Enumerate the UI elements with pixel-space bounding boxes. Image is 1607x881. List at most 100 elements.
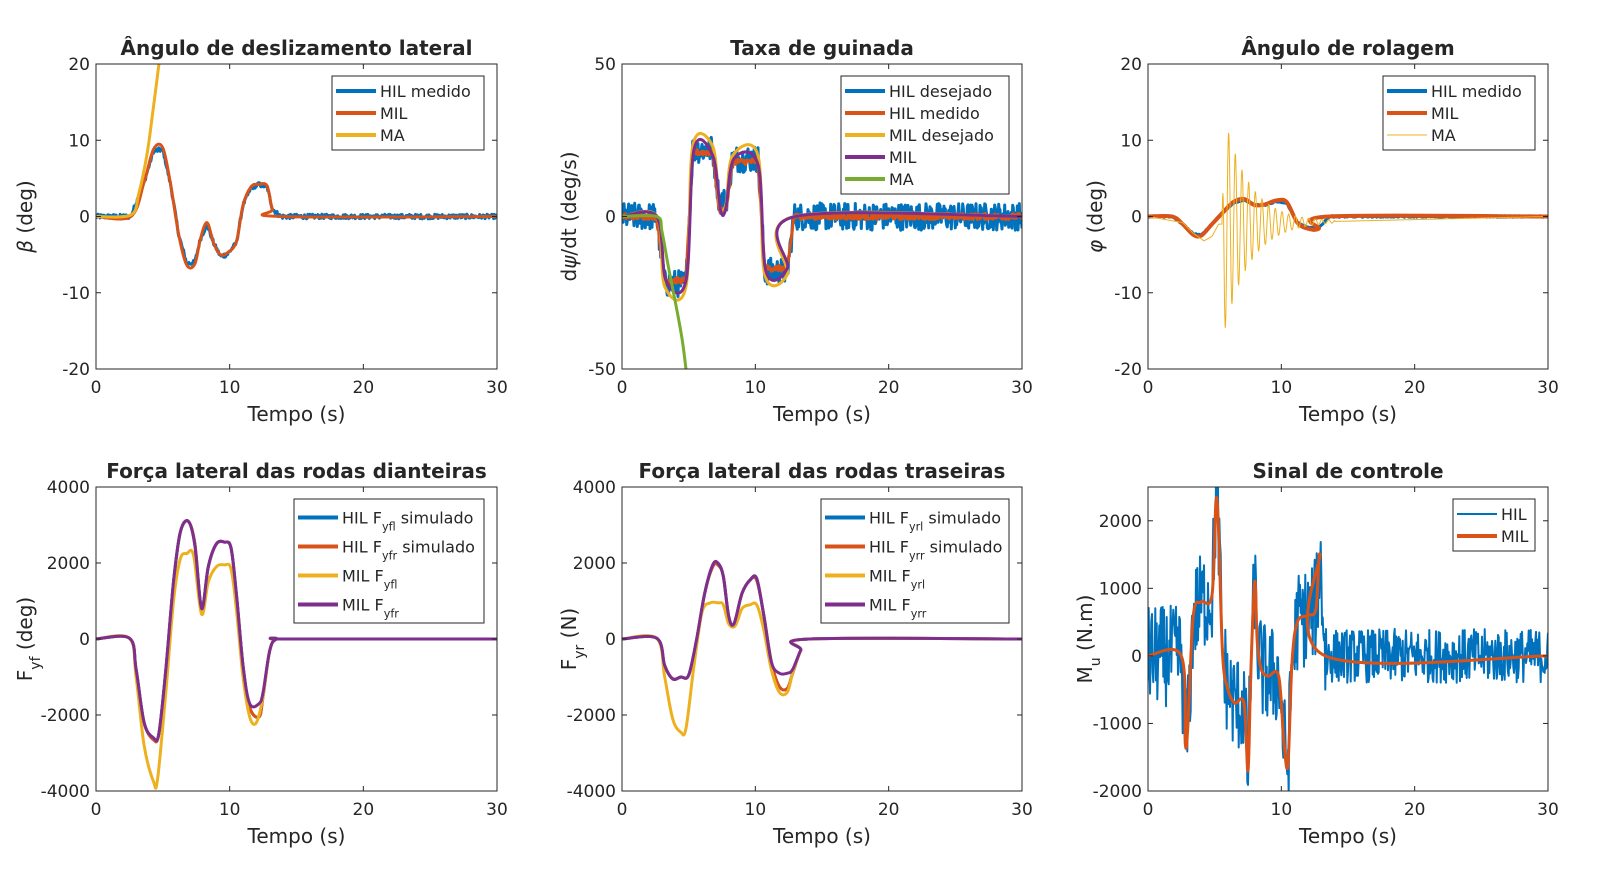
chart-3: 0 10 20 30 -20 -10 0 10 20 Ângulo de rolagem Tempo… — [1083, 36, 1559, 426]
x-tick-label: 20 — [353, 378, 375, 398]
chart-title: Força lateral das rodas traseiras — [639, 459, 1006, 483]
legend-item-mil-fyfl: MIL Fyfl — [298, 567, 397, 592]
legend-item-ma: MA — [336, 126, 405, 145]
y-tick-label: -2000 — [567, 706, 616, 726]
series-line-ma — [96, 64, 161, 219]
x-tick-label: 0 — [617, 378, 628, 398]
legend-item-mil: MIL — [845, 148, 917, 167]
y-tick-label: 10 — [1120, 131, 1142, 151]
series-group — [1148, 132, 1548, 329]
x-tick-label: 30 — [486, 378, 508, 398]
x-tick-label: 0 — [91, 800, 102, 820]
series-group — [622, 132, 1022, 369]
y-tick-label: 2000 — [1099, 512, 1142, 532]
chart-5: 0 10 20 30 -4000 -2000 0 2000 4000 Força lateral … — [557, 459, 1033, 848]
y-tick-label: 0 — [1131, 208, 1142, 228]
series-line-mil — [96, 142, 497, 270]
legend-label: MIL — [1501, 527, 1529, 546]
legend-label: MIL Fyrl — [869, 567, 925, 592]
y-tick-label: -20 — [1114, 360, 1142, 380]
y-tick-label: -10 — [1114, 284, 1142, 304]
chart-title: Ângulo de deslizamento lateral — [121, 36, 473, 60]
x-axis-label: Tempo (s) — [1298, 402, 1397, 426]
y-tick-label: -1000 — [1093, 714, 1142, 734]
legend-label: MIL Fyfl — [342, 567, 397, 592]
legend-item-hil-medido: HIL medido — [336, 82, 471, 101]
x-tick-label: 10 — [745, 378, 767, 398]
series-line-mil-fyrr — [622, 559, 1022, 681]
y-axis-label: Fyr (N) — [557, 608, 588, 671]
legend-item-hil-medido: HIL medido — [845, 104, 980, 123]
x-tick-label: 10 — [219, 800, 241, 820]
legend-item-hil-medido: HIL medido — [1387, 82, 1522, 101]
chart-title: Força lateral das rodas dianteiras — [106, 459, 487, 483]
chart-title: Taxa de guinada — [730, 36, 914, 60]
x-axis-label: Tempo (s) — [772, 402, 871, 426]
chart-6: 0 10 20 30 -2000 -1000 0 1000 2000 Sinal de contr… — [1073, 459, 1559, 848]
x-axis-label: Tempo (s) — [1298, 824, 1397, 848]
y-axis-label: Fyf (deg) — [13, 597, 44, 681]
series-line-ma — [622, 213, 688, 369]
y-tick-label: -20 — [62, 360, 90, 380]
x-tick-label: 20 — [878, 800, 900, 820]
x-tick-label: 10 — [1271, 800, 1293, 820]
x-axis-label: Tempo (s) — [772, 824, 871, 848]
y-tick-label: 10 — [68, 131, 90, 151]
y-tick-label: 0 — [79, 208, 90, 228]
legend-item-hil-fyfr-simulado: HIL Fyfr simulado — [298, 538, 475, 562]
y-axis-label: Mu (N.m) — [1073, 595, 1104, 684]
y-tick-label: 0 — [1131, 647, 1142, 667]
chart-title: Sinal de controle — [1252, 459, 1443, 483]
legend-item-mil-fyfr: MIL Fyfr — [298, 596, 399, 620]
legend-item-hil-desejado: HIL desejado — [845, 82, 992, 101]
legend-label: MA — [380, 126, 405, 145]
series-line-mil-fyfr — [96, 519, 497, 743]
y-axis-label: β (deg) — [13, 180, 37, 253]
legend-label: MIL desejado — [889, 126, 994, 145]
y-tick-label: 4000 — [573, 478, 616, 498]
legend: HIL MIL — [1452, 498, 1536, 552]
legend-item-hil: HIL — [1457, 505, 1527, 524]
x-tick-label: 30 — [1011, 378, 1033, 398]
legend-label: MIL Fyrr — [869, 596, 927, 621]
y-axis-label: dψ/dt (deg/s) — [557, 152, 581, 282]
legend-item-mil: MIL — [336, 104, 408, 123]
x-tick-label: 10 — [745, 800, 767, 820]
legend-box — [820, 498, 1010, 624]
legend-item-mil-fyrl: MIL Fyrl — [825, 567, 925, 592]
y-tick-label: 0 — [605, 208, 616, 228]
x-tick-label: 20 — [878, 378, 900, 398]
y-tick-label: -50 — [588, 360, 616, 380]
x-tick-label: 20 — [1404, 800, 1426, 820]
legend: HIL Fyrl simulado HIL Fyrr simulado MIL Fy… — [820, 498, 1010, 624]
chart-1: 0 10 20 30 -20 -10 0 10 20 Ângulo de deslizamento… — [13, 36, 508, 426]
chart-title: Ângulo de rolagem — [1241, 36, 1454, 60]
legend-item-hil-fyrr-simulado: HIL Fyrr simulado — [825, 538, 1002, 563]
x-axis-label: Tempo (s) — [247, 402, 346, 426]
legend-label: MIL — [1431, 104, 1459, 123]
legend: HIL desejado HIL medido MIL desejado MIL MA — [840, 75, 1010, 195]
x-tick-label: 20 — [1404, 378, 1426, 398]
legend-label: HIL Fyrr simulado — [869, 538, 1002, 563]
legend-label: HIL Fyfl simulado — [342, 509, 473, 534]
legend: HIL medido MIL MA — [1382, 75, 1536, 151]
legend-item-mil-fyrr: MIL Fyrr — [825, 596, 927, 621]
x-tick-label: 0 — [91, 378, 102, 398]
legend-label: MA — [889, 170, 914, 189]
series-group — [96, 519, 497, 790]
legend-label: HIL desejado — [889, 82, 992, 101]
x-tick-label: 10 — [219, 378, 241, 398]
legend-label: MA — [1431, 126, 1456, 145]
series-group — [622, 559, 1022, 737]
series-group — [1148, 487, 1548, 791]
series-line-mil — [1148, 496, 1548, 773]
y-tick-label: -2000 — [41, 706, 90, 726]
x-tick-label: 0 — [617, 800, 628, 820]
legend-item-mil: MIL — [1457, 527, 1529, 546]
chart-4: 0 10 20 30 -4000 -2000 0 2000 4000 Força lateral … — [13, 459, 508, 848]
series-line-ma — [1148, 132, 1548, 329]
y-tick-label: 0 — [79, 630, 90, 650]
legend-item-hil-fyrl-simulado: HIL Fyrl simulado — [825, 509, 1001, 533]
y-tick-label: -2000 — [1093, 782, 1142, 802]
